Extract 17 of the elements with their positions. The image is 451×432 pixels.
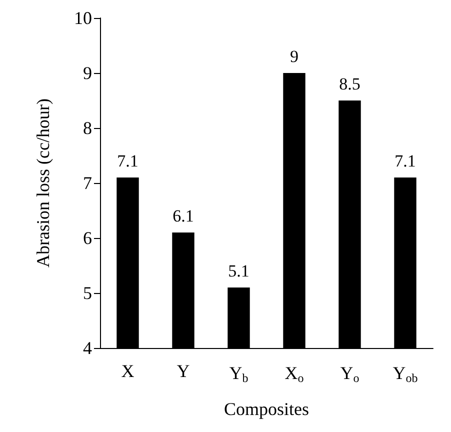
- x-tick-label: X: [121, 361, 134, 381]
- y-axis-title: Abrasion loss (cc/hour): [33, 98, 53, 268]
- y-tick-label: 6: [83, 228, 92, 248]
- data-label: 5.1: [228, 262, 250, 280]
- y-tick-label: 8: [83, 118, 92, 138]
- y-tick-label: 5: [83, 283, 92, 303]
- y-tick-label: 10: [74, 8, 92, 28]
- y-tick-label: 9: [83, 63, 92, 83]
- x-axis-title: Composites: [224, 399, 310, 419]
- data-label: 6.1: [172, 206, 194, 226]
- x-tick-label: Y: [176, 361, 190, 381]
- data-label: 8.5: [339, 74, 360, 94]
- data-label: 9: [290, 47, 298, 66]
- y-tick-label: 7: [83, 173, 92, 193]
- data-label: 7.1: [394, 152, 416, 170]
- data-label: 7.1: [117, 152, 138, 170]
- y-tick-label: 4: [83, 338, 92, 358]
